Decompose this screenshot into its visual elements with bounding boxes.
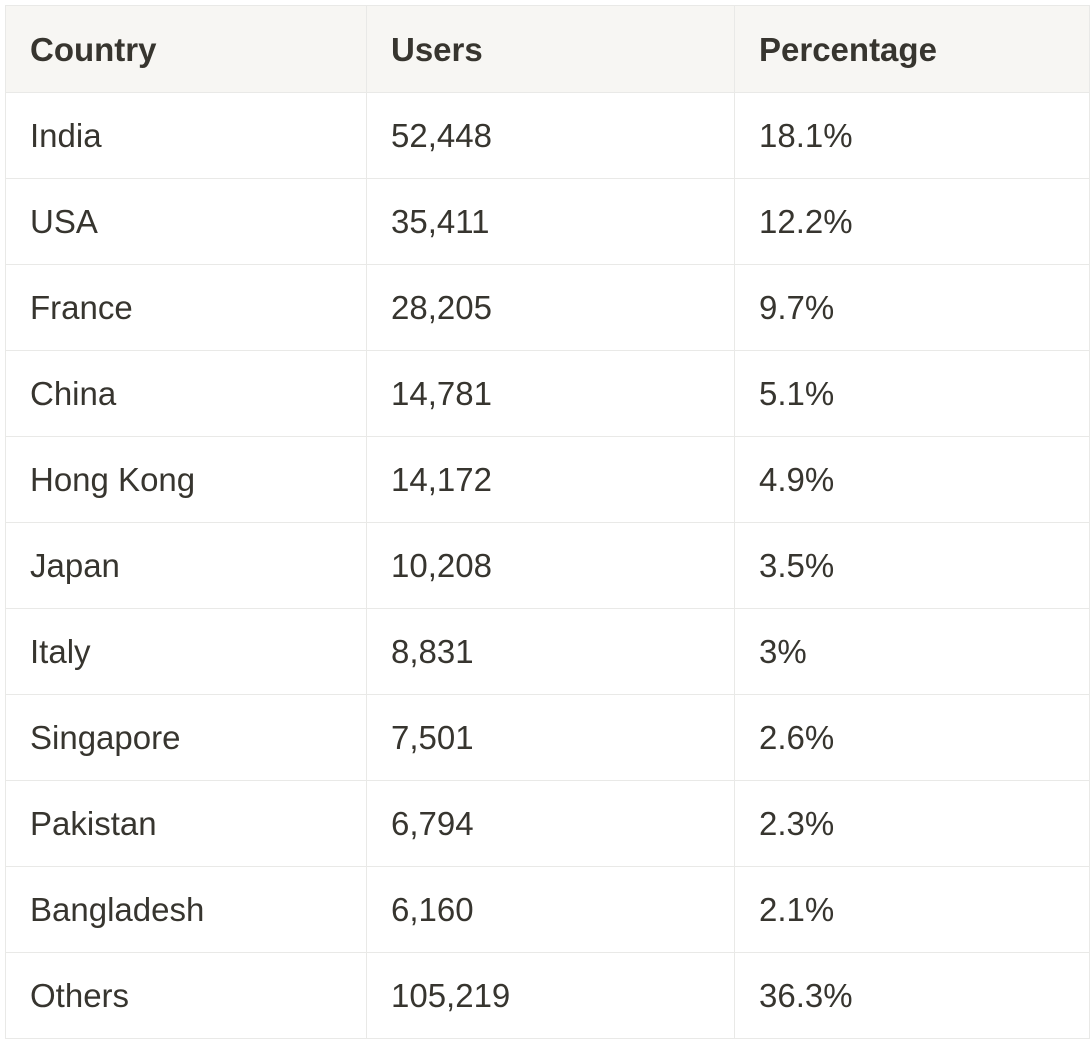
cell-country: India (5, 92, 367, 179)
cell-users: 6,794 (366, 780, 735, 867)
cell-percentage: 4.9% (734, 436, 1090, 523)
cell-users: 105,219 (366, 952, 735, 1039)
cell-percentage: 18.1% (734, 92, 1090, 179)
cell-users: 14,781 (366, 350, 735, 437)
table-row: Bangladesh 6,160 2.1% (5, 866, 1090, 953)
table-row: China 14,781 5.1% (5, 350, 1090, 437)
cell-percentage: 2.6% (734, 694, 1090, 781)
table-row: USA 35,411 12.2% (5, 178, 1090, 265)
cell-percentage: 2.3% (734, 780, 1090, 867)
table-row: Pakistan 6,794 2.3% (5, 780, 1090, 867)
cell-percentage: 3% (734, 608, 1090, 695)
cell-country: Japan (5, 522, 367, 609)
table-header: Country Users Percentage (5, 5, 1090, 93)
cell-percentage: 2.1% (734, 866, 1090, 953)
cell-country: Singapore (5, 694, 367, 781)
cell-users: 8,831 (366, 608, 735, 695)
users-by-country-table-container: Country Users Percentage India 52,448 18… (5, 5, 1090, 1039)
table-body: India 52,448 18.1% USA 35,411 12.2% Fran… (5, 92, 1090, 1039)
header-country: Country (5, 5, 367, 93)
table-row: Singapore 7,501 2.6% (5, 694, 1090, 781)
cell-users: 14,172 (366, 436, 735, 523)
table-row: France 28,205 9.7% (5, 264, 1090, 351)
cell-percentage: 9.7% (734, 264, 1090, 351)
table-row: Japan 10,208 3.5% (5, 522, 1090, 609)
header-row: Country Users Percentage (5, 5, 1090, 93)
cell-users: 6,160 (366, 866, 735, 953)
cell-percentage: 3.5% (734, 522, 1090, 609)
table-row: Hong Kong 14,172 4.9% (5, 436, 1090, 523)
table-row: Italy 8,831 3% (5, 608, 1090, 695)
cell-country: USA (5, 178, 367, 265)
table-row: India 52,448 18.1% (5, 92, 1090, 179)
cell-users: 35,411 (366, 178, 735, 265)
cell-country: France (5, 264, 367, 351)
cell-country: Bangladesh (5, 866, 367, 953)
users-by-country-table: Country Users Percentage India 52,448 18… (5, 5, 1090, 1039)
cell-country: Pakistan (5, 780, 367, 867)
cell-country: Hong Kong (5, 436, 367, 523)
cell-users: 28,205 (366, 264, 735, 351)
cell-users: 52,448 (366, 92, 735, 179)
cell-users: 7,501 (366, 694, 735, 781)
cell-users: 10,208 (366, 522, 735, 609)
header-percentage: Percentage (734, 5, 1090, 93)
cell-percentage: 5.1% (734, 350, 1090, 437)
table-row: Others 105,219 36.3% (5, 952, 1090, 1039)
cell-percentage: 36.3% (734, 952, 1090, 1039)
cell-country: China (5, 350, 367, 437)
header-users: Users (366, 5, 735, 93)
cell-country: Italy (5, 608, 367, 695)
cell-country: Others (5, 952, 367, 1039)
cell-percentage: 12.2% (734, 178, 1090, 265)
